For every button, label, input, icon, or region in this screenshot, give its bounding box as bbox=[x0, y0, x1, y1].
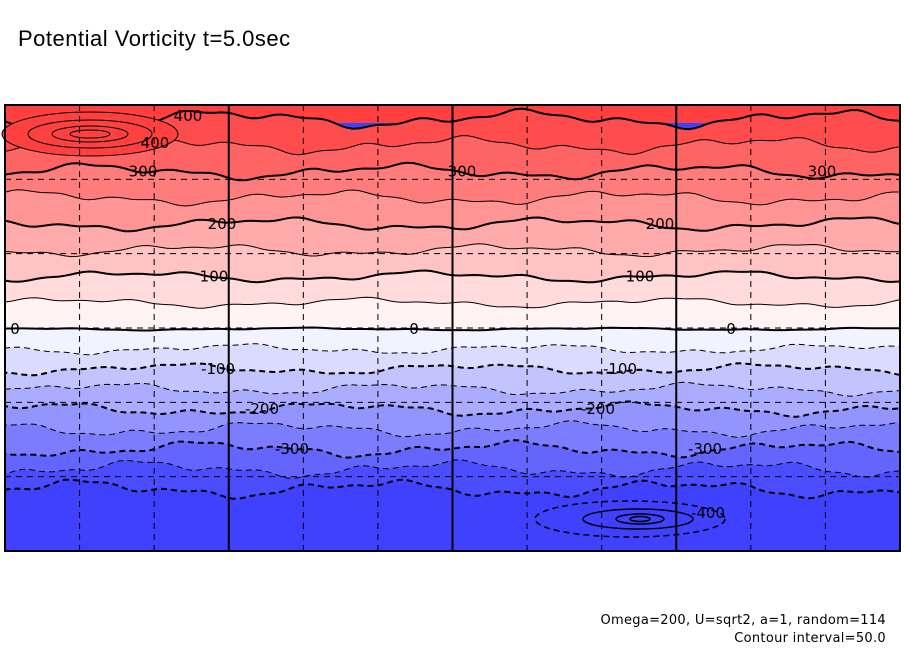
contour-line bbox=[4, 400, 900, 418]
grid-lines bbox=[5, 105, 900, 551]
contour-line bbox=[4, 420, 900, 438]
negative-vortex bbox=[629, 515, 651, 523]
contour-label: -400 bbox=[691, 504, 725, 522]
contour-label: 200 bbox=[208, 215, 237, 233]
contour-line bbox=[4, 326, 900, 332]
contour-lines bbox=[4, 107, 900, 500]
positive-vortex bbox=[69, 129, 111, 139]
contour-line bbox=[4, 269, 900, 284]
contour-line bbox=[4, 362, 900, 377]
contour-line bbox=[4, 439, 900, 459]
contour-label: 0 bbox=[10, 320, 20, 338]
contour-label: 300 bbox=[448, 163, 477, 181]
contour-label: 0 bbox=[409, 320, 419, 338]
plot-frame bbox=[4, 104, 901, 552]
contour-label: 100 bbox=[200, 268, 229, 286]
contour-interval-text: Contour interval=50.0 bbox=[734, 631, 886, 646]
contour-label: 0 bbox=[726, 320, 736, 338]
contour-label: -200 bbox=[581, 400, 615, 418]
contour-label: -300 bbox=[688, 440, 722, 458]
contour-label: -200 bbox=[245, 400, 279, 418]
contour-label: 200 bbox=[646, 215, 675, 233]
contour-line bbox=[4, 459, 900, 479]
contour-line bbox=[4, 381, 900, 397]
params-text: Omega=200, U=sqrt2, a=1, random=114 bbox=[600, 613, 886, 628]
contour-label: 100 bbox=[626, 268, 655, 286]
contour-line bbox=[4, 243, 900, 258]
contour-label: -300 bbox=[275, 440, 309, 458]
contour-label: 400 bbox=[141, 134, 170, 152]
contour-line bbox=[4, 343, 900, 356]
chart-title: Potential Vorticity t=5.0sec bbox=[18, 26, 291, 51]
contour-label: 300 bbox=[808, 163, 837, 181]
contour-line bbox=[4, 216, 900, 233]
contour-line bbox=[4, 296, 900, 309]
contour-line bbox=[4, 478, 900, 500]
contour-line bbox=[4, 161, 900, 182]
contour-label: -100 bbox=[201, 360, 235, 378]
contour-label: 400 bbox=[174, 107, 203, 125]
contour-line bbox=[4, 189, 899, 207]
contour-label: -100 bbox=[603, 360, 637, 378]
vortex-features bbox=[1, 111, 726, 538]
contour-label: 300 bbox=[129, 163, 158, 181]
